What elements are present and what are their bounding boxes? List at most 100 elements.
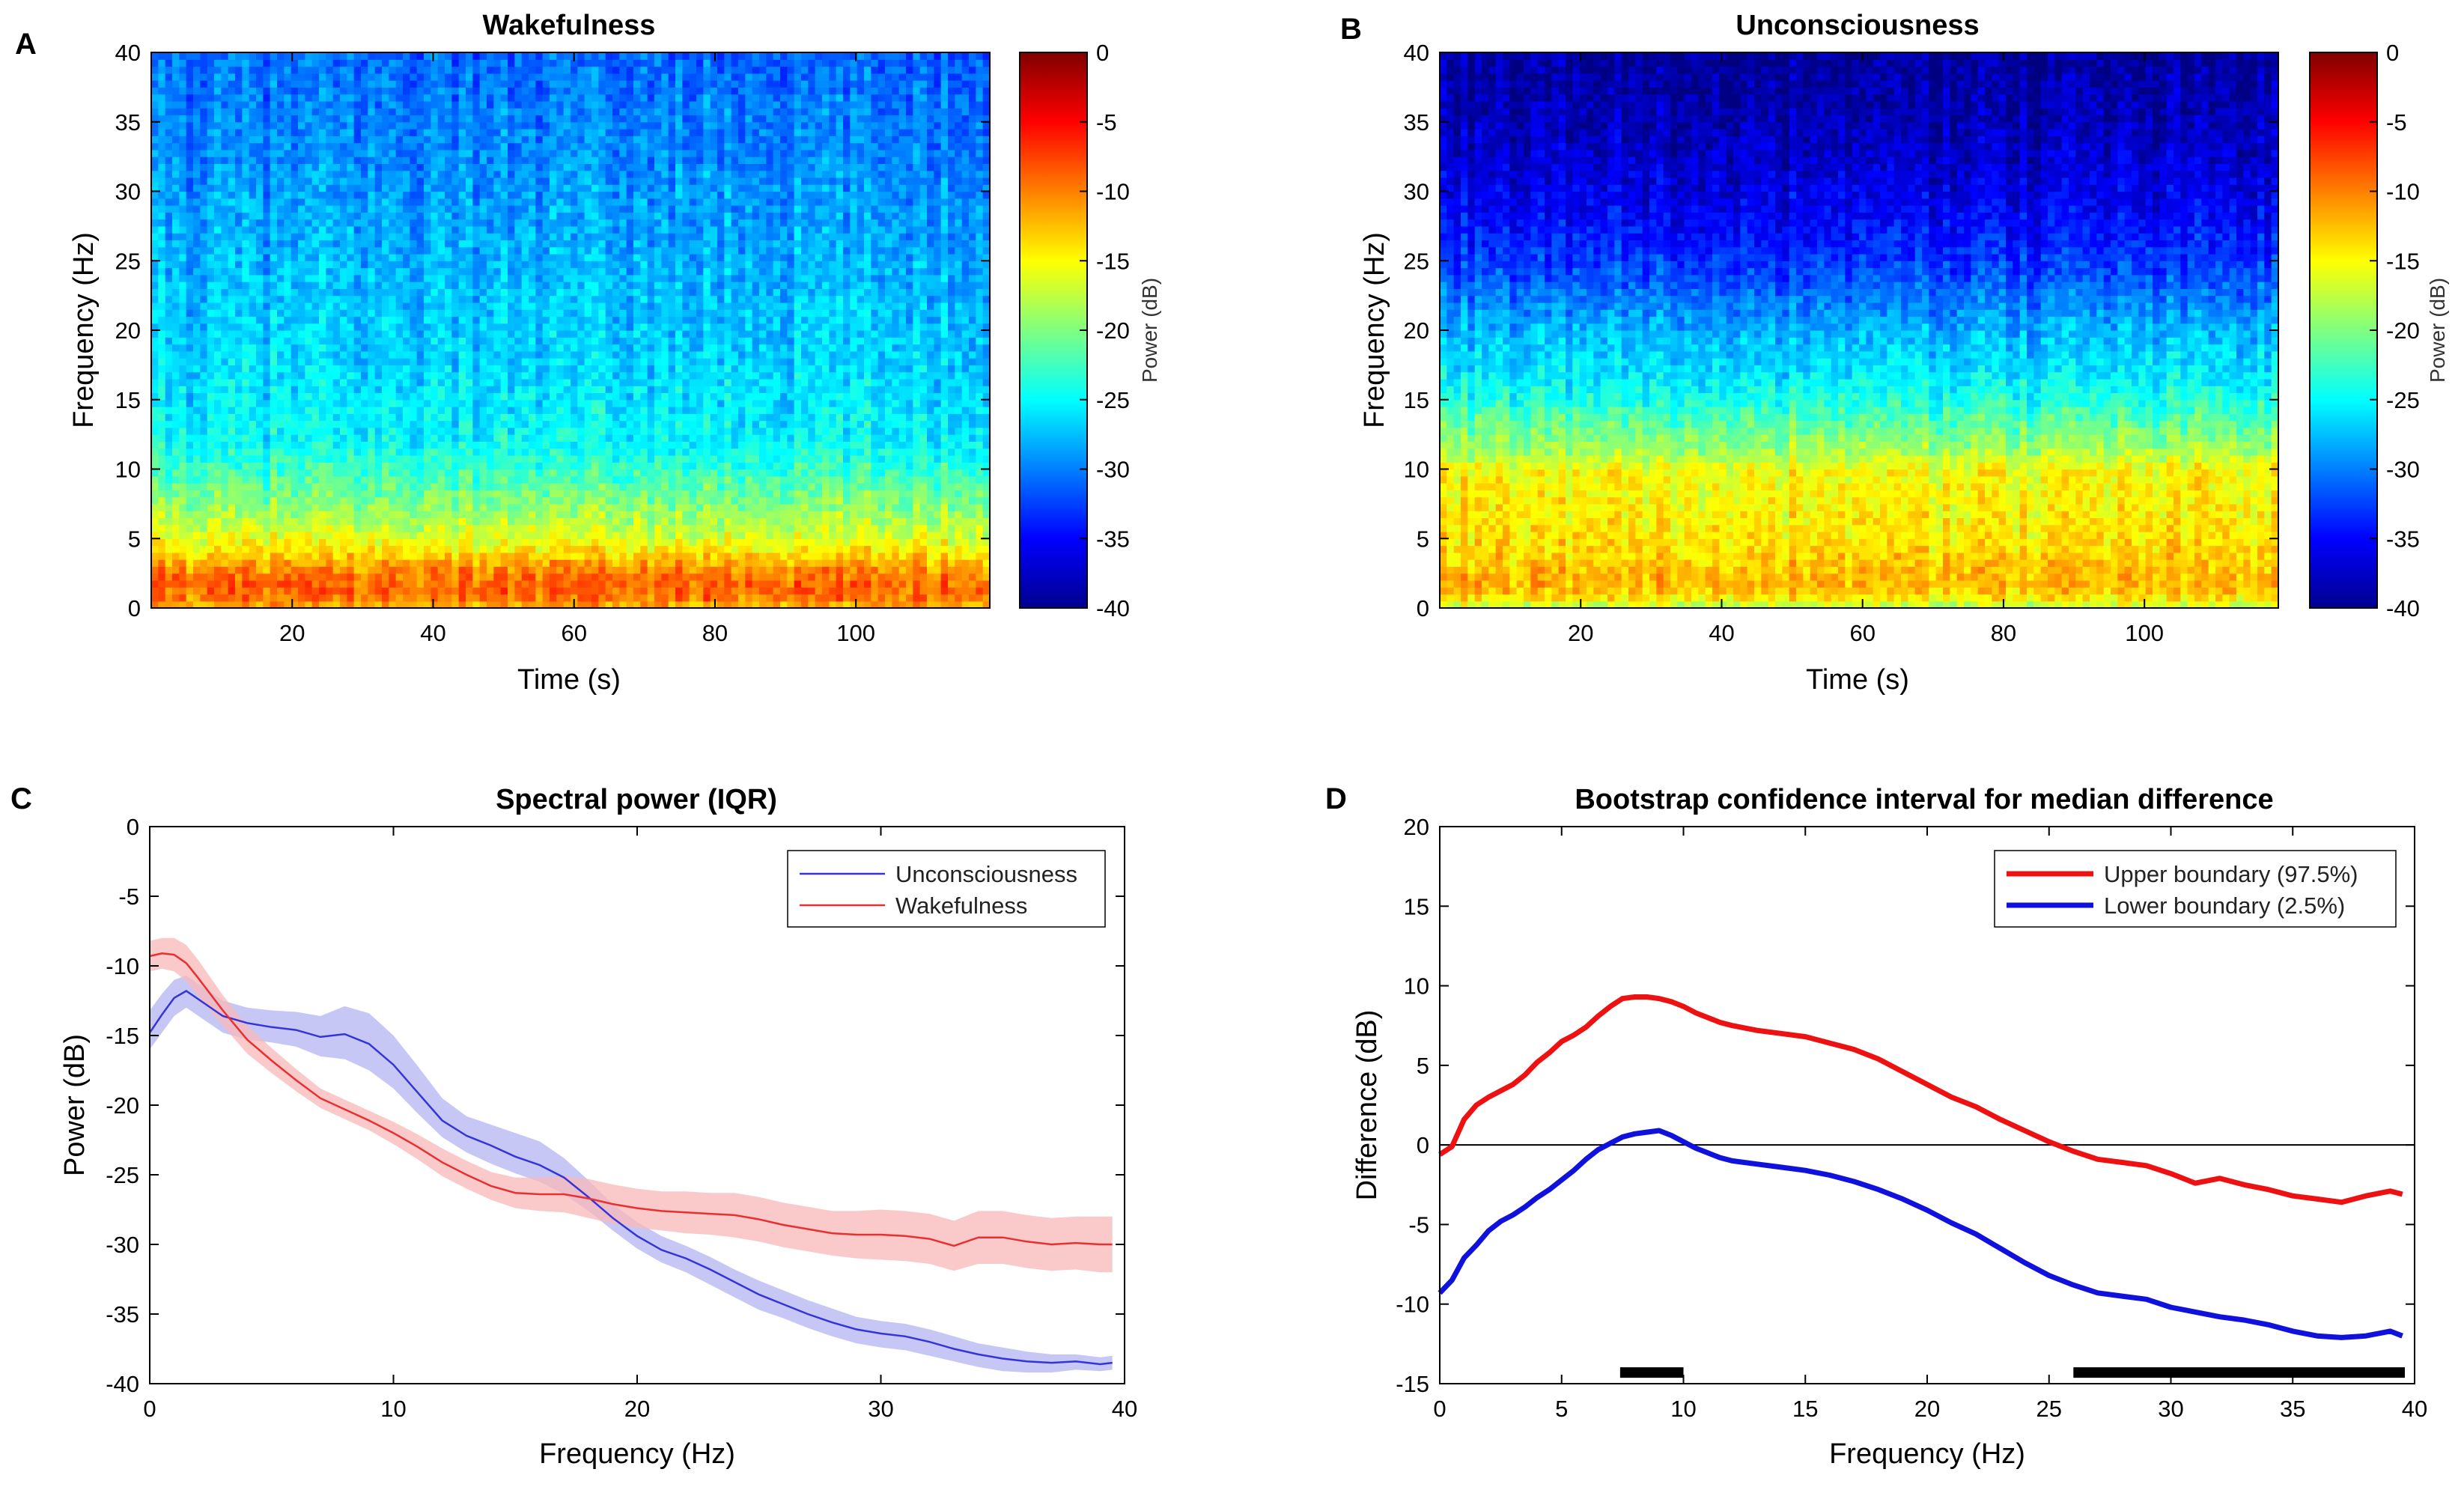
spectrogram-cell-a (193, 538, 201, 546)
spectrogram-cell-a (724, 566, 731, 574)
spectrogram-cell-a (291, 580, 299, 588)
spectrogram-cell-a (270, 559, 278, 567)
spectrogram-cell-a (752, 587, 760, 595)
spectrogram-cell-a (151, 559, 159, 567)
spectrogram-cell-a (850, 525, 857, 532)
spectrogram-cell-a (878, 553, 886, 560)
spectrogram-cell-a (165, 546, 173, 553)
spectrogram-cell-a (235, 538, 243, 546)
spectrogram-cell-a (514, 490, 522, 497)
spectrogram-cell-a (948, 587, 955, 595)
spectrogram-cell-a (843, 538, 851, 546)
spectrogram-cell-a (214, 574, 222, 581)
spectrogram-cell-a (158, 546, 165, 553)
spectrogram-cell-a (165, 574, 173, 581)
spectrogram-cell-a (543, 566, 550, 574)
spectrogram-cell-a (864, 594, 871, 601)
spectrogram-cell-a (822, 553, 830, 560)
spectrogram-cell-a (703, 511, 711, 518)
spectrogram-cell-a (654, 511, 662, 518)
spectrogram-cell-a (354, 553, 362, 560)
spectrogram-cell-a (927, 517, 934, 525)
spectrogram-cell-a (277, 580, 285, 588)
spectrogram-cell-a (711, 587, 718, 595)
spectrogram-cell-a (312, 553, 320, 560)
spectrogram-cell-a (472, 490, 480, 497)
spectrogram-cell-a (836, 525, 844, 532)
spectrogram-cell-a (794, 574, 802, 581)
spectrogram-cell-a (654, 594, 662, 601)
spectrogram-cell-a (403, 566, 410, 574)
spectrogram-cell-a (654, 559, 662, 567)
spectrogram-cell-a (871, 574, 878, 581)
spectrogram-cell-a (801, 517, 809, 525)
spectrogram-cell-a (312, 490, 320, 497)
spectrogram-cell-a (207, 490, 215, 497)
spectrogram-cell-a (487, 580, 494, 588)
spectrogram-cell-a (682, 511, 690, 518)
spectrogram-cell-a (550, 525, 557, 532)
spectrogram-cell-a (228, 525, 236, 532)
spectrogram-cell-a (703, 594, 711, 601)
spectrogram-cell-a (535, 546, 543, 553)
spectrogram-cell-a (522, 497, 529, 505)
spectrogram-cell-a (766, 538, 773, 546)
spectrogram-cell-a (648, 587, 655, 595)
spectrogram-cell-a (591, 566, 599, 574)
spectrogram-cell-a (822, 566, 830, 574)
spectrogram-cell-a (633, 559, 641, 567)
spectrogram-cell-a (822, 517, 830, 525)
spectrogram-cell-a (871, 546, 878, 553)
spectrogram-cell-a (815, 504, 823, 511)
spectrogram-cell-a (319, 525, 326, 532)
spectrogram-cell-a (389, 559, 396, 567)
spectrogram-cell-a (326, 580, 333, 588)
spectrogram-cell-a (207, 532, 215, 539)
spectrogram-cell-a (822, 594, 830, 601)
spectrogram-cell-a (396, 553, 404, 560)
spectrogram-cell-a (571, 546, 578, 553)
spectrogram-cell-a (577, 559, 585, 567)
spectrogram-cell-a (242, 538, 249, 546)
spectrogram-cell-a (759, 580, 767, 588)
spectrogram-cell-a (228, 504, 236, 511)
spectrogram-cell-a (585, 566, 592, 574)
spectrogram-cell-a (703, 574, 711, 581)
spectrogram-cell-a (298, 580, 305, 588)
spectrogram-cell-a (850, 504, 857, 511)
spectrogram-cell-a (564, 532, 571, 539)
spectrogram-cell-a (780, 525, 788, 532)
spectrogram-cell-a (487, 517, 494, 525)
spectrogram-cell-a (368, 490, 375, 497)
spectrogram-cell-a (794, 532, 802, 539)
spectrogram-cell-a (235, 517, 243, 525)
spectrogram-cell-a (976, 525, 983, 532)
spectrogram-cell-a (948, 538, 955, 546)
spectrogram-cell-a (396, 594, 404, 601)
spectrogram-cell-a (270, 511, 278, 518)
spectrogram-cell-a (165, 511, 173, 518)
spectrogram-cell-a (214, 511, 222, 518)
spectrogram-cell-a (619, 532, 627, 539)
spectrogram-cell-a (696, 525, 704, 532)
spectrogram-cell-a (696, 504, 704, 511)
spectrogram-cell-a (857, 517, 865, 525)
spectrogram-cell-a (738, 497, 746, 505)
spectrogram-cell-a (556, 553, 564, 560)
spectrogram-cell-a (284, 497, 291, 505)
spectrogram-cell-a (815, 538, 823, 546)
spectrogram-cell-a (724, 559, 731, 567)
spectrogram-cell-a (438, 490, 445, 497)
spectrogram-cell-a (186, 490, 194, 497)
spectrogram-cell-a (326, 490, 333, 497)
spectrogram-cell-a (543, 594, 550, 601)
spectrogram-cell-a (766, 504, 773, 511)
spectrogram-cell-a (913, 546, 920, 553)
spectrogram-cell-a (787, 525, 794, 532)
spectrogram-cell-a (941, 553, 949, 560)
spectrogram-cell-a (927, 580, 934, 588)
spectrogram-cell-a (690, 525, 697, 532)
spectrogram-cell-a (529, 490, 536, 497)
spectrogram-cell-a (480, 566, 487, 574)
spectrogram-cell-a (969, 497, 976, 505)
